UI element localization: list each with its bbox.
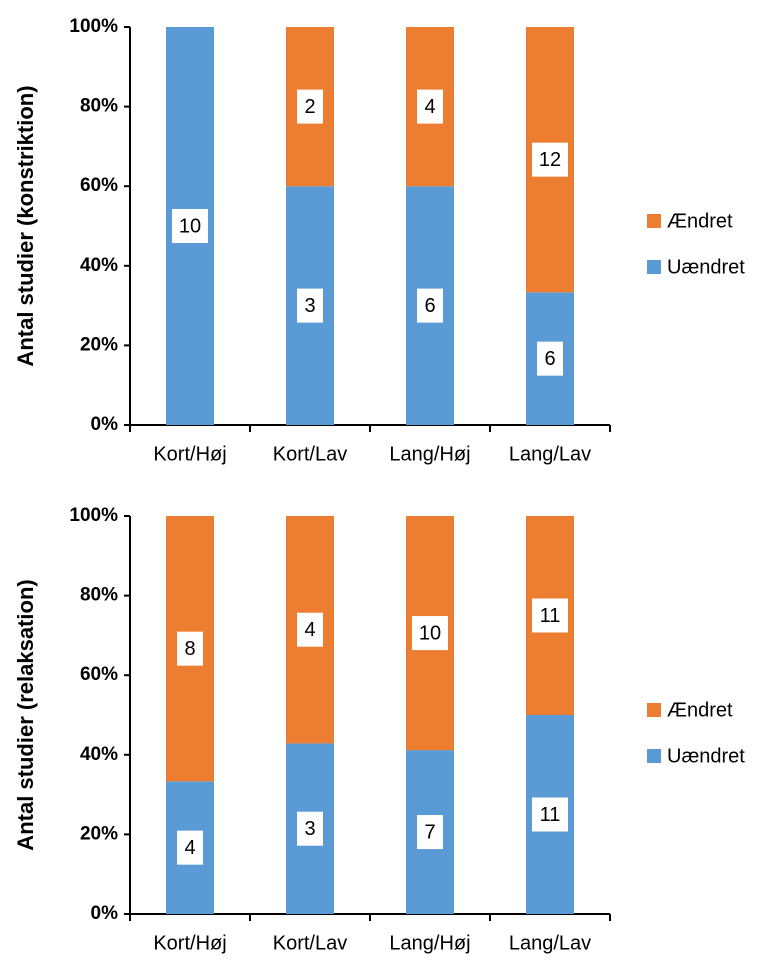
data-label-box	[412, 616, 448, 651]
data-label-box	[172, 209, 208, 243]
data-label: 12	[539, 149, 561, 171]
y-tick-label: 20%	[80, 334, 118, 355]
data-label-box	[532, 598, 568, 633]
data-label: 6	[424, 295, 435, 317]
data-label-box	[417, 288, 443, 323]
data-label-box	[297, 811, 323, 846]
data-label: 7	[424, 821, 435, 843]
data-label-box	[297, 288, 323, 323]
x-tick-label: Lang/Høj	[389, 443, 470, 465]
y-tick-label: 80%	[80, 585, 118, 606]
legend-label: Ændret	[667, 699, 733, 721]
data-label: 6	[544, 348, 555, 370]
data-label: 3	[304, 818, 315, 840]
y-tick-label: 100%	[69, 16, 118, 37]
x-tick-label: Kort/Høj	[153, 932, 226, 954]
data-label-box	[177, 631, 203, 666]
legend-swatch	[647, 749, 661, 763]
y-axis-label: Antal studier (relaksation)	[13, 579, 38, 850]
data-label: 11	[540, 605, 561, 627]
data-label-box	[532, 797, 568, 832]
legend-label: Uændret	[667, 745, 745, 767]
legend-swatch	[647, 214, 661, 228]
data-label: 10	[179, 215, 201, 237]
data-label: 8	[184, 638, 195, 660]
data-label-box	[417, 89, 443, 124]
data-label-box	[417, 815, 443, 850]
y-tick-label: 40%	[80, 255, 118, 276]
y-tick-label: 20%	[80, 823, 118, 844]
y-tick-label: 80%	[80, 96, 118, 117]
y-tick-label: 100%	[69, 505, 118, 526]
data-label-box	[537, 341, 563, 376]
legend-label: Uændret	[667, 256, 745, 278]
x-tick-label: Kort/Høj	[153, 443, 226, 465]
x-tick-label: Lang/Høj	[389, 932, 470, 954]
data-label: 11	[540, 804, 561, 826]
data-label: 4	[304, 619, 315, 641]
x-tick-label: Lang/Lav	[509, 932, 591, 954]
chart: Antal studier (konstriktion) 0% 20% 40% 60% 8…	[13, 16, 745, 465]
y-tick-label: 60%	[80, 664, 118, 685]
y-tick-label: 0%	[91, 903, 119, 924]
y-tick-label: 0%	[91, 414, 119, 435]
legend-label: Ændret	[667, 210, 733, 232]
x-tick-label: Kort/Lav	[273, 932, 347, 954]
data-label: 4	[184, 837, 195, 859]
legend-swatch	[647, 703, 661, 717]
data-label: 10	[419, 622, 441, 644]
legend-swatch	[647, 260, 661, 274]
chart: Antal studier (relaksation) 0% 20% 40% 60% 80…	[13, 505, 745, 954]
data-label-box	[177, 830, 203, 865]
y-tick-label: 40%	[80, 744, 118, 765]
data-label-box	[297, 612, 323, 647]
x-tick-label: Lang/Lav	[509, 443, 591, 465]
data-label: 2	[304, 96, 315, 118]
x-tick-label: Kort/Lav	[273, 443, 347, 465]
data-label: 4	[424, 96, 435, 118]
data-label: 3	[304, 295, 315, 317]
y-tick-label: 60%	[80, 175, 118, 196]
data-label-box	[532, 142, 568, 177]
y-axis-label: Antal studier (konstriktion)	[13, 85, 38, 366]
data-label-box	[297, 89, 323, 124]
